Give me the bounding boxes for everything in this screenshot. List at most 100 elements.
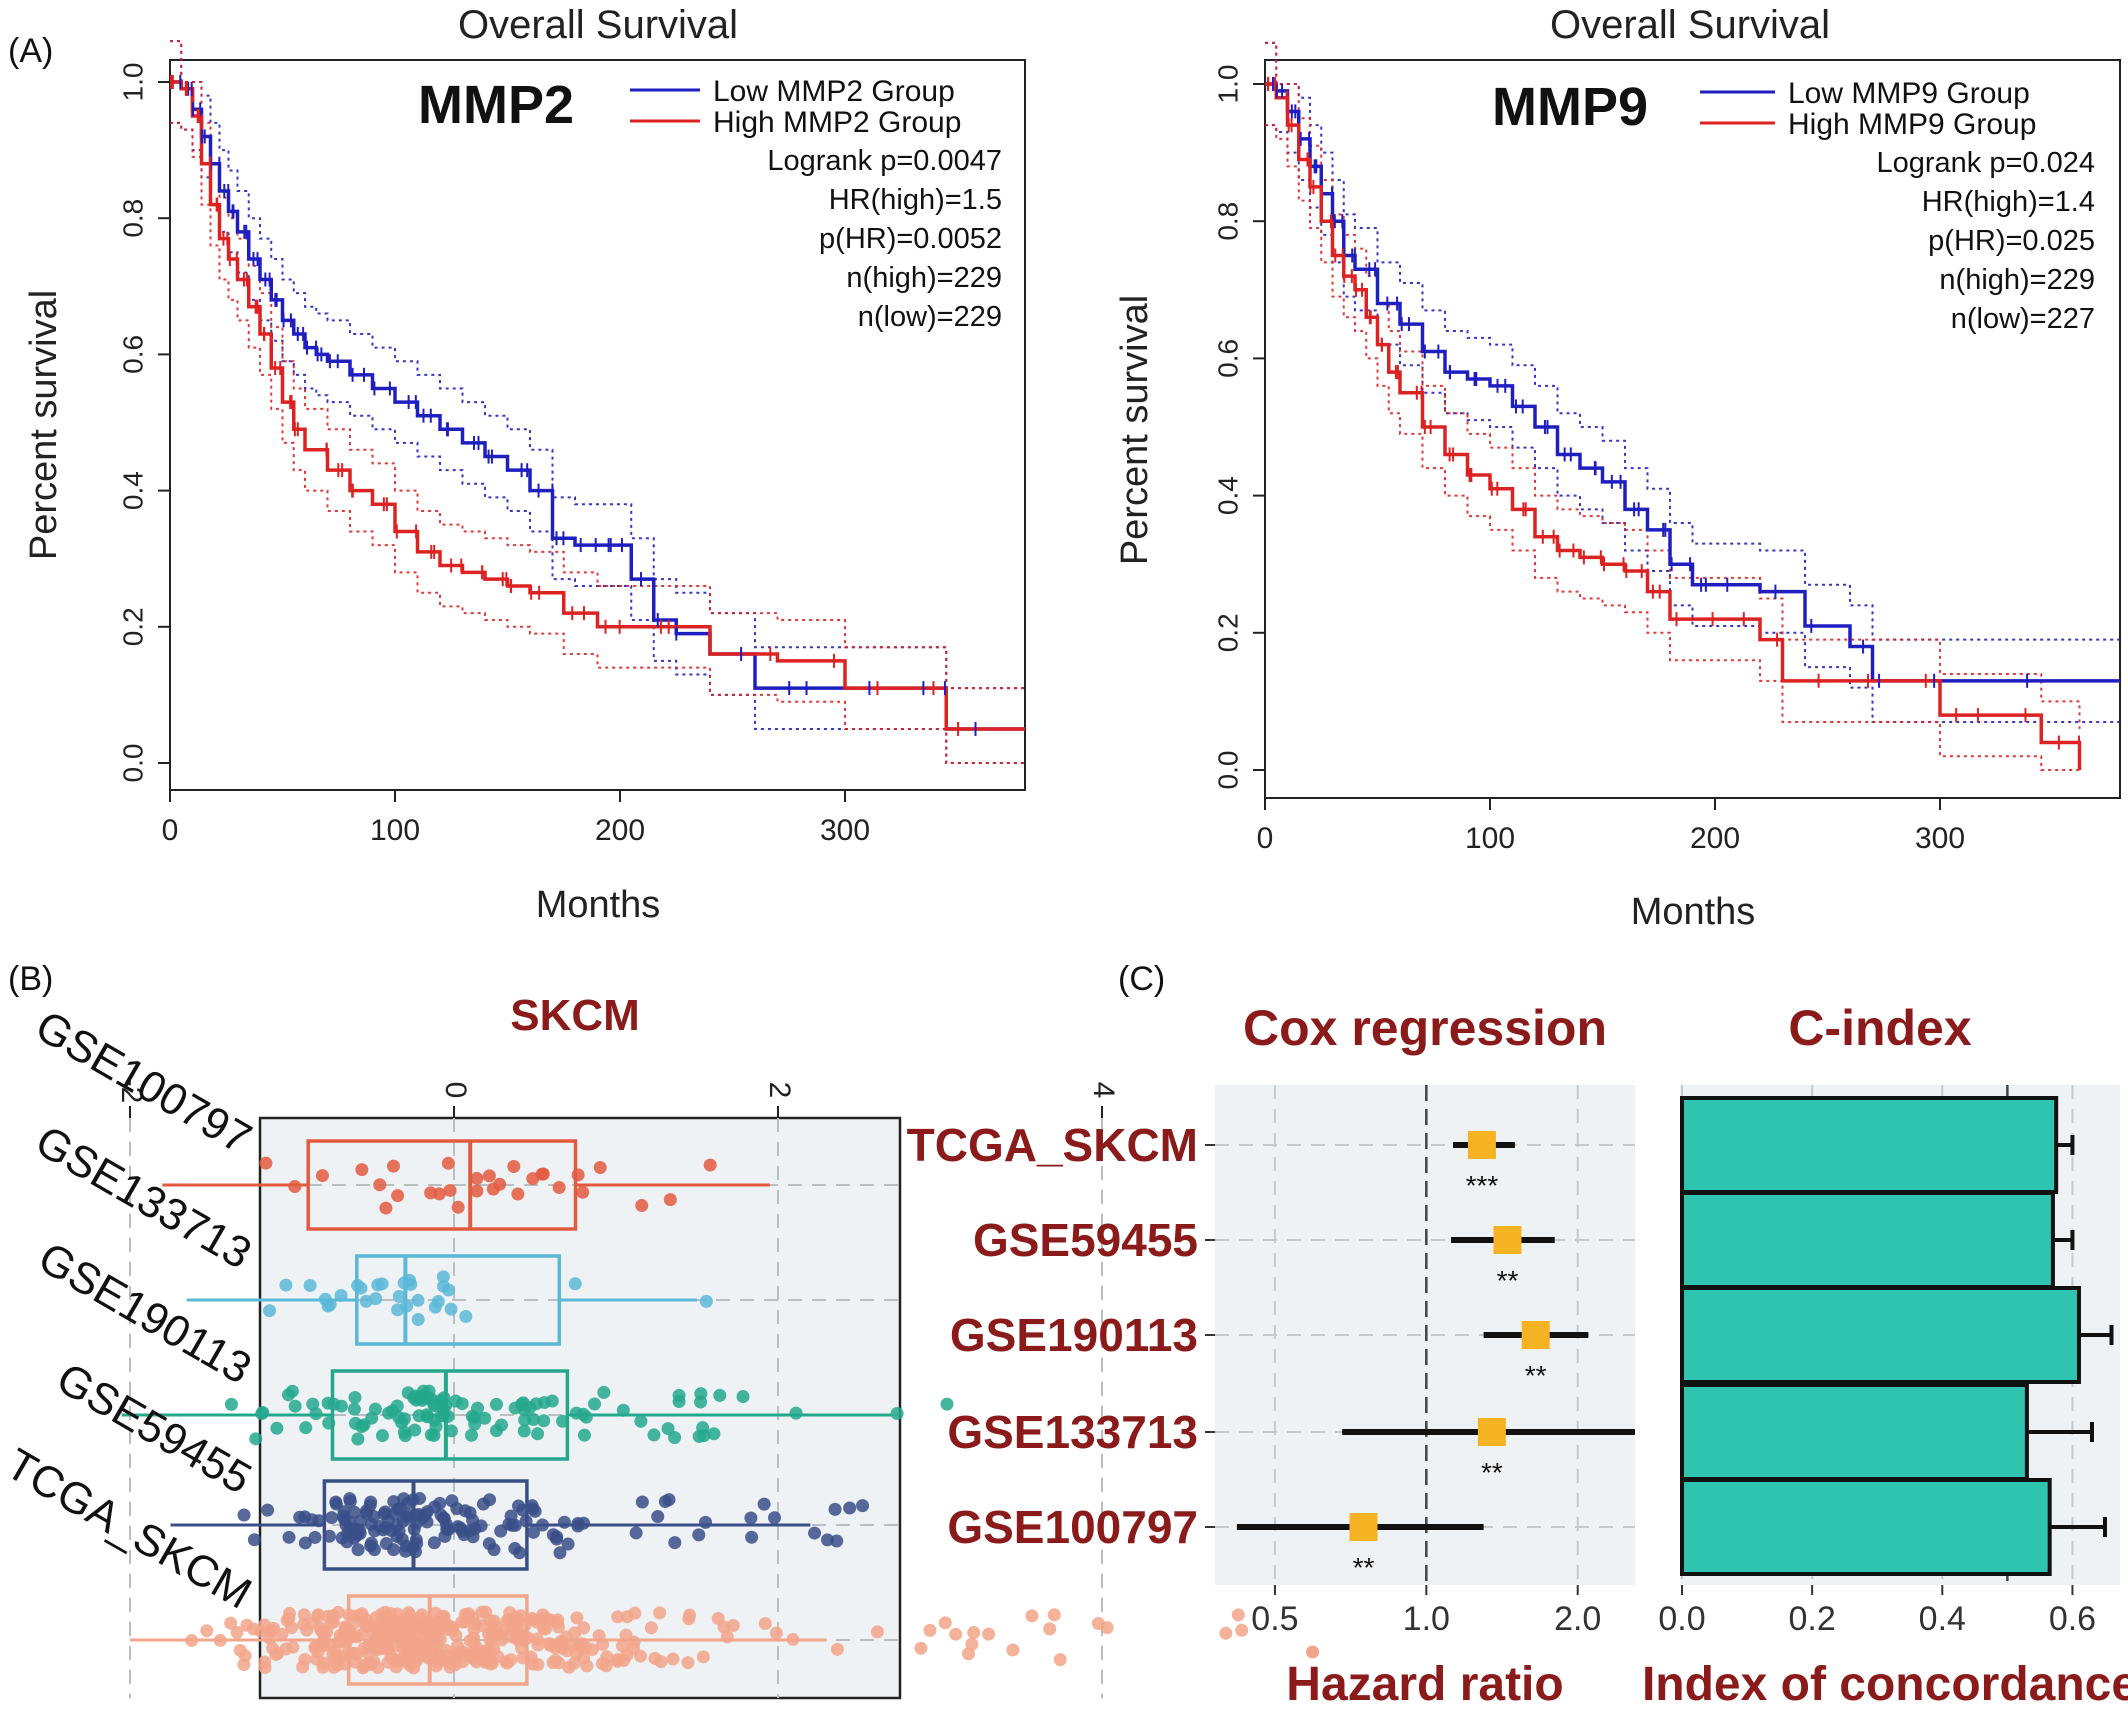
skcm-point xyxy=(445,1656,459,1670)
cindex-bars xyxy=(1680,1096,2114,1576)
skcm-point xyxy=(828,1502,842,1516)
skcm-point xyxy=(428,1399,442,1413)
km1-plot-frame xyxy=(169,59,1026,791)
skcm-point xyxy=(478,1411,492,1425)
skcm-point xyxy=(297,1608,311,1622)
skcm-point xyxy=(322,1529,336,1543)
skcm-point xyxy=(550,1616,564,1630)
km1-ytick-label: 0.6 xyxy=(117,335,148,374)
skcm-point xyxy=(355,1607,369,1621)
skcm-point xyxy=(620,1610,634,1624)
skcm-point xyxy=(467,1410,481,1424)
km1-ytick-label: 0.2 xyxy=(117,607,148,646)
km2-gene-label: MMP9 xyxy=(1492,77,1648,137)
cindex-bar xyxy=(1680,1478,2052,1576)
skcm-point xyxy=(654,1655,668,1669)
skcm-point xyxy=(470,1655,484,1669)
cox-x-ticks: 0.5 1.0 2.0 xyxy=(1205,1144,1601,1638)
skcm-point xyxy=(467,1622,481,1636)
km-plot-mmp2: Overall Survival 0.0 0.2 0.4 0.6 0.8 1.0 0 100 2… xyxy=(23,3,1026,926)
km-plot-mmp9: Overall Survival 0.0 0.2 0.4 0.6 0.8 1.0 0 100 2… xyxy=(1114,3,2121,933)
km1-stat-logrank: Logrank p=0.0047 xyxy=(767,145,1002,177)
skcm-point xyxy=(398,1429,412,1443)
km2-legend-low: Low MMP9 Group xyxy=(1788,77,2030,110)
skcm-point xyxy=(369,1292,383,1306)
skcm-point xyxy=(413,1611,427,1625)
skcm-point xyxy=(940,1397,954,1411)
skcm-point xyxy=(856,1499,870,1513)
cox-xtick-label: 1.0 xyxy=(1403,1600,1450,1638)
skcm-point xyxy=(424,1186,438,1200)
skcm-point xyxy=(279,1278,293,1292)
cox-significance: ** xyxy=(1481,1457,1503,1488)
skcm-point xyxy=(470,1171,484,1185)
skcm-point xyxy=(569,1406,583,1420)
skcm-point xyxy=(696,1650,710,1664)
skcm-point xyxy=(379,1201,393,1215)
skcm-point xyxy=(306,1397,320,1411)
cindex-title: C-index xyxy=(1788,1000,1972,1056)
skcm-point xyxy=(526,1502,540,1516)
cox-xtick-label: 0.5 xyxy=(1251,1600,1298,1638)
skcm-point xyxy=(337,1512,351,1526)
km2-axes: 0.0 0.2 0.4 0.6 0.8 1.0 0 100 200 300 xyxy=(1212,65,1965,855)
skcm-point xyxy=(758,1617,772,1631)
skcm-point xyxy=(681,1656,695,1670)
km2-xtick-label: 300 xyxy=(1915,822,1965,855)
km2-ytick-label: 0.4 xyxy=(1212,476,1243,515)
skcm-point xyxy=(967,1626,981,1640)
skcm-point xyxy=(356,1661,370,1675)
skcm-point xyxy=(408,1423,422,1437)
skcm-point xyxy=(331,1605,345,1619)
skcm-point xyxy=(597,1385,611,1399)
skcm-point xyxy=(465,1428,479,1442)
km2-xtick-label: 200 xyxy=(1690,822,1740,855)
cox-hr-point xyxy=(1477,1418,1506,1446)
skcm-point xyxy=(703,1158,717,1172)
skcm-point xyxy=(371,1278,385,1292)
skcm-point xyxy=(364,1495,378,1509)
skcm-point xyxy=(378,1621,392,1635)
skcm-point xyxy=(627,1635,641,1649)
skcm-point xyxy=(808,1526,822,1540)
skcm-point xyxy=(502,1517,516,1531)
skcm-point xyxy=(543,1638,557,1652)
cox-xtick-label: 2.0 xyxy=(1554,1600,1601,1638)
km1-axes: 0.0 0.2 0.4 0.6 0.8 1.0 0 100 200 300 xyxy=(117,63,870,847)
skcm-point xyxy=(663,1193,677,1207)
cox-hr-point xyxy=(1493,1226,1522,1254)
skcm-point xyxy=(571,1168,585,1182)
km2-ytick-label: 0.0 xyxy=(1212,751,1243,790)
skcm-point xyxy=(672,1388,686,1402)
skcm-point xyxy=(451,1200,465,1214)
cindex-xtick-label: 0.4 xyxy=(1919,1600,1966,1638)
skcm-point xyxy=(545,1394,559,1408)
skcm-point xyxy=(503,1606,517,1620)
skcm-point xyxy=(317,1656,331,1670)
skcm-point xyxy=(410,1651,424,1665)
km2-ci-low-lower xyxy=(1265,124,2120,723)
skcm-point xyxy=(375,1429,389,1443)
skcm-point xyxy=(789,1406,803,1420)
skcm-point xyxy=(577,1621,591,1635)
skcm-point xyxy=(401,1651,415,1665)
skcm-point xyxy=(668,1536,682,1550)
km2-survival-curves xyxy=(1265,82,2120,770)
skcm-point xyxy=(510,1616,524,1630)
skcm-point xyxy=(569,1646,583,1660)
skcm-point xyxy=(412,1621,426,1635)
km1-stat-phr: p(HR)=0.0052 xyxy=(819,223,1002,255)
cox-hr-point xyxy=(1521,1321,1550,1349)
skcm-point xyxy=(562,1660,576,1674)
skcm-point xyxy=(527,1525,541,1539)
skcm-point xyxy=(489,1424,503,1438)
skcm-point xyxy=(441,1618,455,1632)
skcm-point xyxy=(386,1159,400,1173)
skcm-point xyxy=(666,1652,680,1666)
skcm-point xyxy=(353,1526,367,1540)
skcm-point xyxy=(531,1427,545,1441)
skcm-point xyxy=(1091,1617,1105,1631)
skcm-point xyxy=(682,1612,696,1626)
skcm-point xyxy=(275,1627,289,1641)
